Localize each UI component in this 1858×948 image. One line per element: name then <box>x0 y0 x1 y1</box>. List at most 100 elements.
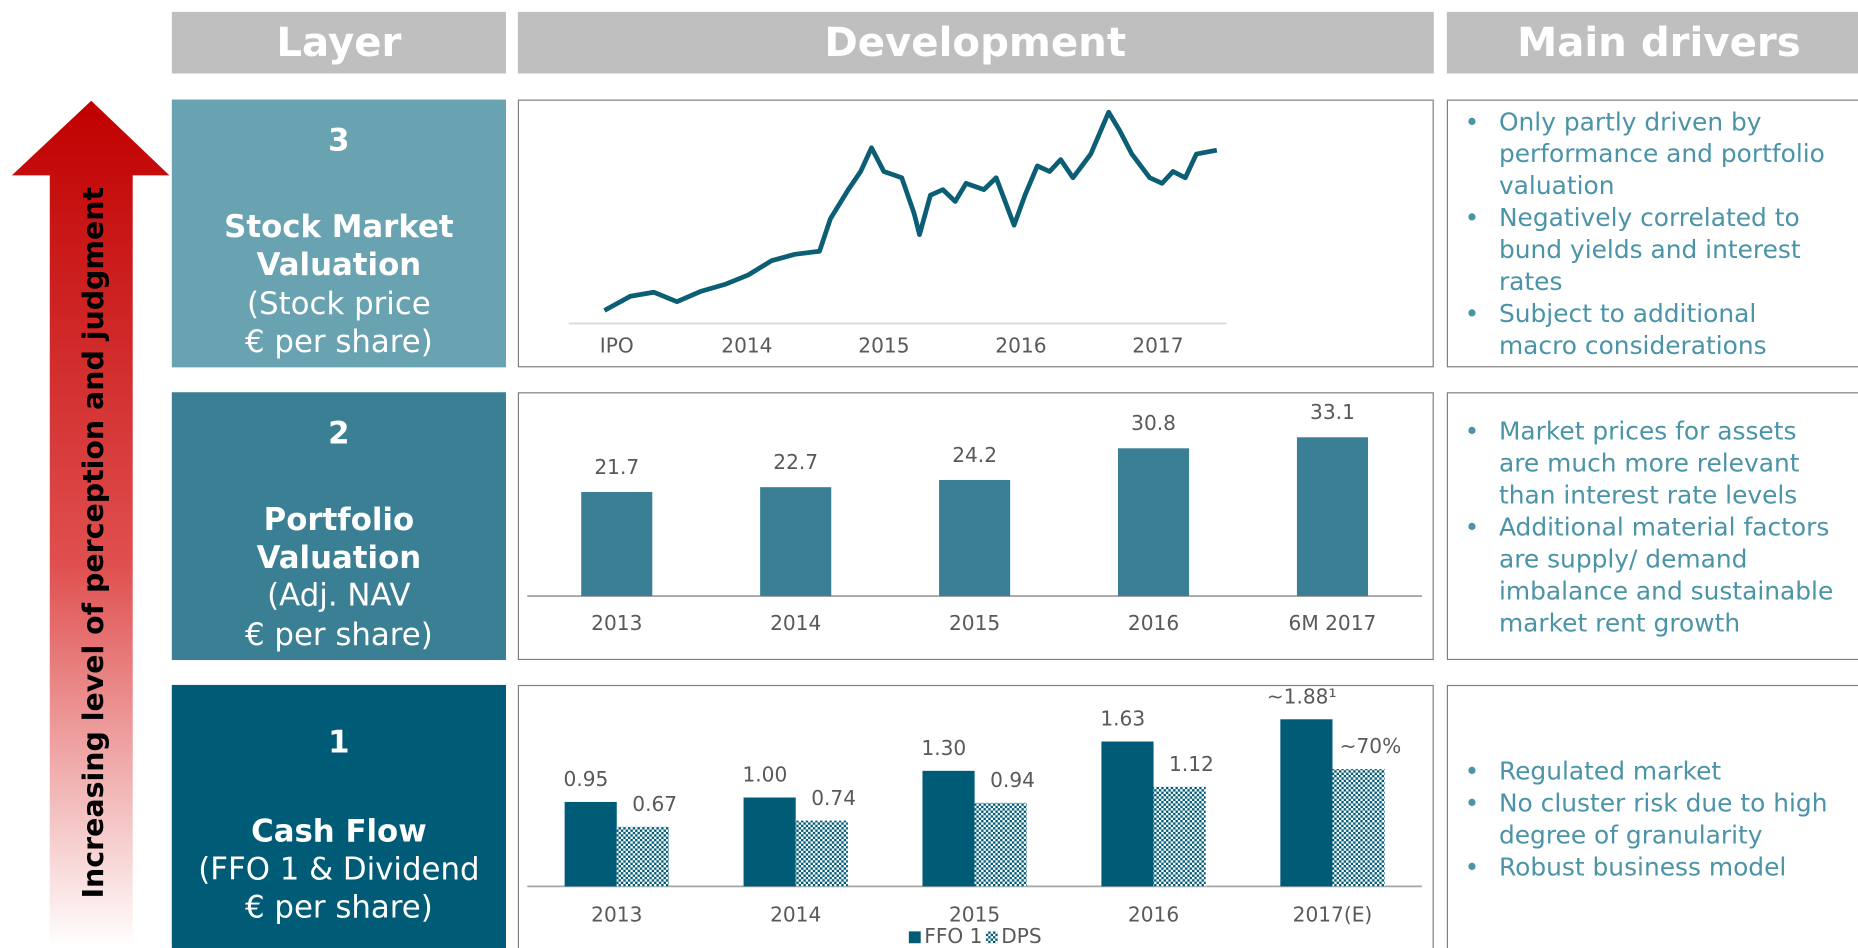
layer-subtitle: (FFO 1 & Dividend <box>198 851 479 887</box>
driver-text: performance and portfolio <box>1499 139 1825 168</box>
legend-swatch <box>985 931 998 944</box>
driver-text: degree of granularity <box>1499 821 1763 850</box>
x-tick-label: 2014 <box>770 611 821 635</box>
drivers-panel <box>1446 684 1858 948</box>
bar <box>1332 769 1385 887</box>
driver-text: Subject to additional <box>1499 299 1756 328</box>
bar <box>795 820 848 887</box>
bullet: • <box>1465 513 1480 542</box>
driver-text: macro considerations <box>1499 331 1767 360</box>
x-tick-label: 2015 <box>858 334 909 358</box>
layer-box <box>171 392 506 661</box>
layer-subtitle: (Adj. NAV <box>267 578 410 614</box>
bar <box>1117 448 1190 597</box>
driver-text: Regulated market <box>1499 757 1721 786</box>
bar <box>974 802 1027 887</box>
layer-box <box>171 99 506 368</box>
price-line <box>603 109 1218 313</box>
layer-title: Portfolio <box>264 502 414 538</box>
data-label: 1.63 <box>1100 707 1145 731</box>
header-cell <box>517 11 1434 74</box>
layer-title: Valuation <box>257 540 422 576</box>
data-label: 1.00 <box>742 763 787 787</box>
driver-text: valuation <box>1499 171 1615 200</box>
layer-subtitle: € per share) <box>245 324 433 360</box>
data-label: 21.7 <box>594 455 639 479</box>
driver-text: No cluster risk due to high <box>1499 789 1828 818</box>
driver-text: rates <box>1499 267 1562 296</box>
chart-panel <box>517 99 1434 368</box>
x-tick-label: 2015 <box>949 902 1000 926</box>
driver-text: are much more relevant <box>1499 449 1800 478</box>
layer-number: 1 <box>328 725 349 761</box>
x-tick-label: 2017(E) <box>1293 902 1373 926</box>
driver-text: bund yields and interest <box>1499 235 1801 264</box>
bar <box>1153 786 1206 887</box>
bullet: • <box>1465 757 1480 786</box>
data-label: 0.67 <box>632 792 677 816</box>
data-label: 33.1 <box>1310 400 1355 424</box>
x-tick-label: IPO <box>600 334 634 358</box>
driver-text: market rent growth <box>1499 608 1740 637</box>
layer-title: Stock Market <box>224 209 454 245</box>
driver-text: Negatively correlated to <box>1499 203 1800 232</box>
layer-number: 3 <box>328 123 349 159</box>
driver-text: Robust business model <box>1499 853 1786 882</box>
layer-subtitle: € per share) <box>245 889 433 925</box>
arrow <box>11 100 170 948</box>
side-label: Increasing level of perception and judgm… <box>77 187 110 899</box>
bar <box>581 491 653 597</box>
driver-text: are supply/ demand <box>1499 545 1747 574</box>
bar <box>1101 741 1154 887</box>
bar <box>743 797 796 887</box>
data-label: 0.94 <box>990 768 1035 792</box>
header-text: Main drivers <box>1517 20 1801 66</box>
annotation: ~70% <box>1340 734 1402 758</box>
layer-number: 2 <box>328 415 349 451</box>
bullet: • <box>1465 299 1480 328</box>
bar <box>939 479 1011 597</box>
bullet: • <box>1465 203 1480 232</box>
bullet: • <box>1465 853 1480 882</box>
x-tick-label: 2015 <box>949 611 1000 635</box>
bar <box>922 770 975 887</box>
data-label: 1.12 <box>1169 752 1214 776</box>
driver-text: Additional material factors <box>1499 513 1829 542</box>
drivers-panel <box>1446 392 1858 661</box>
layer-subtitle: (Stock price <box>247 286 431 322</box>
data-label: 0.74 <box>811 786 856 810</box>
data-label: 30.8 <box>1131 411 1176 435</box>
bar <box>564 801 617 887</box>
bar <box>760 487 832 597</box>
data-label: 22.7 <box>773 450 818 474</box>
header-cell <box>171 11 506 74</box>
drivers-panel <box>1446 99 1858 368</box>
x-tick-label: 2016 <box>995 334 1046 358</box>
bar <box>616 826 669 887</box>
legend-label: FFO 1 <box>924 924 982 948</box>
driver-text: Market prices for assets <box>1499 417 1796 446</box>
driver-text: Only partly driven by <box>1499 107 1762 136</box>
x-tick-label: 2013 <box>591 902 642 926</box>
x-tick-label: 2016 <box>1128 902 1179 926</box>
layer-title: Valuation <box>257 247 422 283</box>
bar <box>1280 719 1333 887</box>
header-cell <box>1446 11 1858 74</box>
x-tick-label: 2017 <box>1132 334 1183 358</box>
legend-label: DPS <box>1001 924 1041 948</box>
header-text: Development <box>824 20 1126 66</box>
x-tick-label: 2014 <box>721 334 772 358</box>
layer-box <box>171 684 506 948</box>
layer-subtitle: € per share) <box>245 617 433 653</box>
bullet: • <box>1465 107 1480 136</box>
bullet: • <box>1465 417 1480 446</box>
data-label: 24.2 <box>952 443 997 467</box>
driver-text: imbalance and sustainable <box>1499 576 1833 605</box>
header-text: Layer <box>276 20 401 66</box>
bar <box>1296 437 1369 597</box>
x-tick-label: 2014 <box>770 902 821 926</box>
data-label: ~1.88¹ <box>1267 684 1337 708</box>
layer-title: Cash Flow <box>251 814 427 850</box>
